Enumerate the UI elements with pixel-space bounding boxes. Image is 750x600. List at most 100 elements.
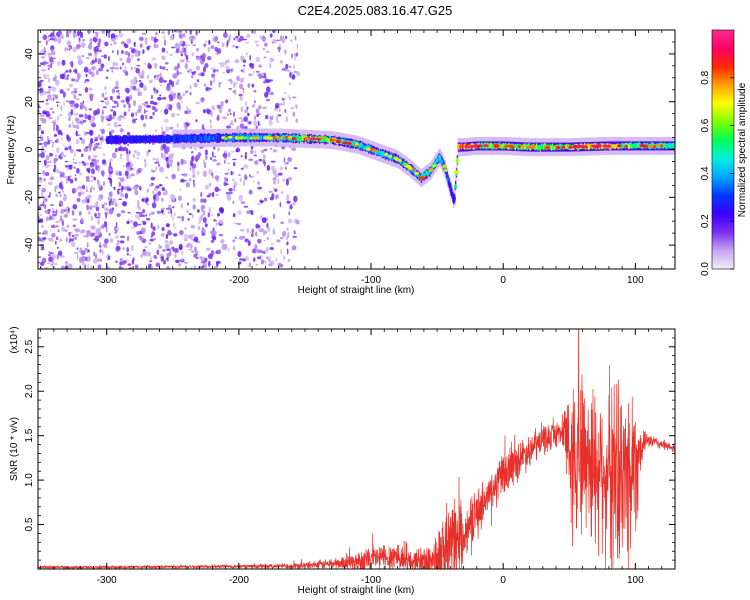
noise-speckle — [272, 176, 277, 181]
noise-speckle — [266, 98, 271, 100]
noise-speckle — [196, 47, 199, 52]
noise-speckle — [79, 231, 85, 234]
noise-speckle — [75, 130, 78, 137]
noise-speckle — [71, 103, 75, 107]
noise-speckle — [246, 120, 250, 124]
noise-speckle — [48, 39, 50, 42]
noise-speckle — [82, 162, 87, 167]
noise-speckle — [170, 208, 173, 215]
noise-speckle — [62, 190, 65, 193]
noise-speckle — [56, 115, 60, 121]
ridge-hotspot — [656, 143, 661, 147]
noise-speckle — [49, 107, 54, 111]
noise-speckle — [130, 66, 133, 71]
noise-speckle — [188, 213, 192, 216]
ridge-hotspot — [595, 145, 600, 149]
noise-speckle — [66, 46, 72, 50]
noise-speckle — [84, 107, 88, 112]
noise-speckle — [215, 193, 219, 196]
ridge-hotspot — [272, 136, 277, 140]
noise-speckle — [290, 203, 293, 210]
noise-speckle — [218, 219, 224, 225]
noise-speckle — [230, 170, 233, 176]
noise-speckle — [38, 184, 41, 191]
noise-speckle — [242, 77, 245, 81]
noise-speckle — [86, 162, 90, 166]
noise-speckle — [227, 248, 230, 252]
noise-speckle — [75, 124, 80, 130]
noise-speckle — [104, 91, 107, 95]
noise-speckle — [292, 235, 298, 238]
noise-speckle — [70, 238, 75, 242]
noise-speckle — [47, 67, 50, 71]
noise-speckle — [68, 238, 71, 244]
ridge-hotspot — [249, 136, 254, 140]
noise-speckle — [131, 118, 137, 124]
noise-speckle — [266, 86, 271, 93]
noise-speckle — [53, 158, 57, 164]
noise-speckle — [262, 154, 267, 160]
noise-speckle — [114, 235, 120, 239]
noise-speckle — [141, 32, 147, 35]
noise-speckle — [70, 109, 74, 116]
noise-speckle — [39, 62, 45, 66]
noise-speckle — [107, 174, 112, 178]
noise-speckle — [141, 69, 145, 76]
noise-speckle — [150, 35, 155, 42]
noise-speckle — [69, 232, 73, 235]
noise-speckle — [84, 86, 89, 93]
noise-speckle — [84, 113, 88, 120]
noise-speckle — [190, 75, 194, 79]
noise-speckle — [102, 109, 104, 116]
noise-speckle — [184, 44, 187, 49]
noise-speckle — [204, 184, 209, 190]
noise-speckle — [105, 212, 107, 219]
noise-speckle — [202, 66, 207, 73]
noise-speckle — [192, 233, 195, 238]
noise-speckle — [196, 57, 201, 61]
noise-speckle — [293, 70, 298, 74]
noise-speckle — [179, 188, 182, 192]
noise-speckle — [215, 222, 218, 226]
noise-speckle — [61, 185, 64, 191]
noise-speckle — [209, 124, 213, 129]
noise-speckle — [66, 88, 70, 91]
noise-speckle — [98, 67, 103, 71]
noise-speckle — [163, 118, 169, 123]
noise-speckle — [115, 80, 119, 87]
noise-speckle — [191, 52, 194, 57]
noise-speckle — [100, 115, 105, 120]
noise-speckle — [121, 193, 124, 198]
noise-speckle — [220, 239, 225, 244]
noise-speckle — [49, 152, 53, 157]
noise-speckle — [291, 245, 297, 251]
noise-speckle — [124, 259, 130, 262]
noise-speckle — [113, 62, 119, 67]
noise-speckle — [224, 177, 227, 182]
snr-series-line — [38, 329, 675, 569]
noise-speckle — [161, 197, 164, 202]
noise-speckle — [245, 41, 249, 44]
noise-speckle — [60, 265, 65, 269]
noise-speckle — [211, 239, 214, 243]
noise-speckle — [65, 69, 69, 73]
noise-speckle — [141, 250, 147, 257]
ridge-hotspot — [408, 166, 412, 170]
snr-panel: -300 -200 -100 0 100 0.5 1.0 1.5 2.0 2.5 Height o… — [9, 326, 676, 596]
noise-speckle — [207, 47, 210, 52]
noise-speckle — [140, 254, 143, 258]
noise-speckle — [124, 50, 129, 56]
noise-speckle — [251, 228, 254, 234]
noise-speckle — [45, 77, 48, 80]
noise-speckle — [75, 98, 80, 101]
noise-speckle — [189, 92, 192, 96]
noise-speckle — [264, 114, 269, 120]
noise-speckle — [126, 161, 130, 166]
noise-speckle — [168, 159, 174, 163]
noise-speckle — [99, 245, 102, 248]
noise-speckle — [183, 261, 189, 264]
noise-speckle — [244, 152, 248, 155]
noise-speckle — [141, 220, 147, 223]
noise-speckle — [94, 57, 98, 63]
